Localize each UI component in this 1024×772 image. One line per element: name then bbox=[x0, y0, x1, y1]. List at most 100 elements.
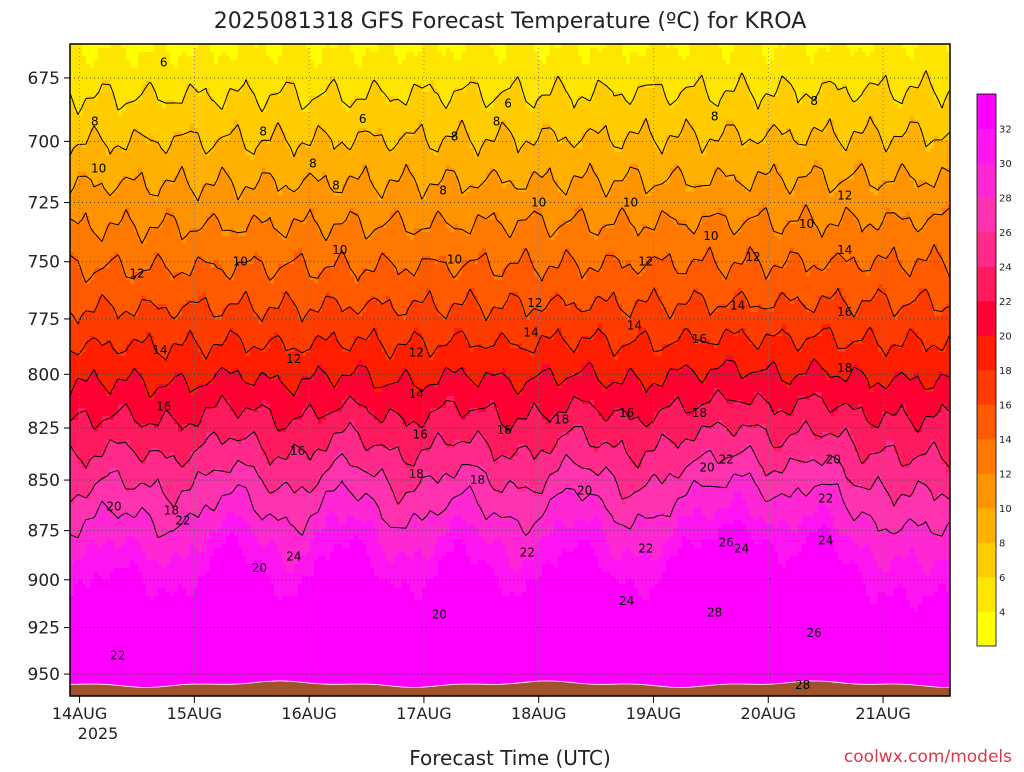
contour-label-12: 12 bbox=[745, 250, 760, 264]
colorbar-swatch bbox=[977, 267, 996, 302]
contour-label-22: 22 bbox=[175, 514, 190, 528]
colorbar-swatch bbox=[977, 94, 996, 129]
contour-label-14: 14 bbox=[730, 298, 745, 312]
colorbar-tick-label: 16 bbox=[999, 401, 1012, 412]
colorbar-swatch bbox=[977, 612, 996, 647]
colorbar-swatch bbox=[977, 474, 996, 509]
y-tick-label: 875 bbox=[28, 522, 60, 542]
colorbar-swatch bbox=[977, 336, 996, 371]
contour-label-12: 12 bbox=[129, 266, 144, 280]
contour-label-20: 20 bbox=[252, 561, 267, 575]
contour-label-8: 8 bbox=[332, 179, 340, 193]
contour-label-12: 12 bbox=[527, 296, 542, 310]
contour-label-8: 8 bbox=[309, 157, 317, 171]
contour-label-20: 20 bbox=[826, 452, 841, 466]
contour-label-16: 16 bbox=[837, 305, 852, 319]
contour-label-6: 6 bbox=[359, 112, 367, 126]
contour-label-24: 24 bbox=[286, 549, 301, 563]
y-tick-label: 800 bbox=[28, 365, 60, 385]
x-tick-label: 15AUG bbox=[167, 704, 222, 723]
colorbar-tick-label: 8 bbox=[999, 539, 1005, 550]
contour-label-10: 10 bbox=[703, 229, 718, 243]
contour-label-24: 24 bbox=[818, 534, 833, 548]
y-tick-label: 950 bbox=[28, 665, 60, 685]
contour-label-16: 16 bbox=[619, 406, 634, 420]
contour-label-6: 6 bbox=[504, 97, 512, 111]
colorbar-tick-label: 28 bbox=[999, 194, 1012, 205]
contour-label-10: 10 bbox=[799, 217, 814, 231]
contour-label-22: 22 bbox=[818, 491, 833, 505]
contour-label-8: 8 bbox=[493, 114, 501, 128]
contour-label-16: 16 bbox=[497, 423, 512, 437]
contour-label-8: 8 bbox=[810, 94, 818, 108]
contour-label-8: 8 bbox=[711, 109, 719, 123]
x-tick-label: 21AUG bbox=[855, 704, 910, 723]
chart-title: 2025081318 GFS Forecast Temperature (ºC)… bbox=[214, 9, 807, 34]
contour-label-22: 22 bbox=[520, 545, 535, 559]
y-tick-label: 700 bbox=[28, 132, 60, 152]
contour-label-26: 26 bbox=[719, 536, 734, 550]
contour-label-20: 20 bbox=[432, 607, 447, 621]
y-tick-label: 900 bbox=[28, 571, 60, 591]
colorbar-tick-label: 18 bbox=[999, 366, 1012, 377]
contour-label-20: 20 bbox=[106, 500, 121, 514]
contour-label-14: 14 bbox=[152, 343, 167, 357]
colorbar-tick-label: 22 bbox=[999, 297, 1012, 308]
contour-label-28: 28 bbox=[707, 605, 722, 619]
temperature-fill-layers bbox=[70, 44, 950, 696]
contour-label-8: 8 bbox=[439, 184, 447, 198]
colorbar-tick-label: 12 bbox=[999, 470, 1012, 481]
colorbar-tick-label: 26 bbox=[999, 228, 1012, 239]
contour-label-20: 20 bbox=[699, 461, 714, 475]
x-axis-title: Forecast Time (UTC) bbox=[409, 746, 611, 768]
contour-label-14: 14 bbox=[409, 387, 424, 401]
x-tick-label: 16AUG bbox=[281, 704, 336, 723]
contour-label-24: 24 bbox=[619, 594, 634, 608]
contour-label-18: 18 bbox=[470, 473, 485, 487]
contour-label-8: 8 bbox=[259, 124, 267, 138]
contour-label-8: 8 bbox=[451, 129, 459, 143]
colorbar-tick-label: 30 bbox=[999, 159, 1012, 170]
contour-label-22: 22 bbox=[638, 541, 653, 555]
contour-label-24: 24 bbox=[734, 541, 749, 555]
contour-label-14: 14 bbox=[627, 319, 642, 333]
colorbar-tick-label: 14 bbox=[999, 435, 1012, 446]
y-tick-label: 725 bbox=[28, 194, 60, 214]
x-tick-label: 18AUG bbox=[511, 704, 566, 723]
colorbar-tick-label: 10 bbox=[999, 504, 1012, 515]
colorbar-tick-label: 6 bbox=[999, 573, 1005, 584]
colorbar-tick-label: 24 bbox=[999, 263, 1012, 274]
colorbar-swatch bbox=[977, 163, 996, 198]
x-tick-label: 19AUG bbox=[626, 704, 681, 723]
colorbar-tick-label: 20 bbox=[999, 332, 1012, 343]
contour-label-12: 12 bbox=[837, 188, 852, 202]
contour-label-14: 14 bbox=[523, 325, 538, 339]
contour-label-10: 10 bbox=[447, 252, 462, 266]
colorbar-swatch bbox=[977, 577, 996, 612]
colorbar-swatch bbox=[977, 232, 996, 267]
contour-label-12: 12 bbox=[286, 352, 301, 366]
y-tick-label: 775 bbox=[28, 310, 60, 330]
contour-label-16: 16 bbox=[156, 400, 171, 414]
contour-label-10: 10 bbox=[531, 196, 546, 210]
contour-label-6: 6 bbox=[160, 55, 168, 69]
colorbar-swatch bbox=[977, 508, 996, 543]
contour-label-14: 14 bbox=[837, 243, 852, 257]
colorbar-swatch bbox=[977, 301, 996, 336]
credit-label[interactable]: coolwx.com/models bbox=[844, 747, 1012, 767]
contour-label-16: 16 bbox=[692, 332, 707, 346]
y-tick-label: 750 bbox=[28, 253, 60, 273]
colorbar-swatch bbox=[977, 543, 996, 578]
colorbar-swatch bbox=[977, 405, 996, 440]
contour-label-10: 10 bbox=[332, 243, 347, 257]
colorbar-swatch bbox=[977, 439, 996, 474]
y-tick-label: 850 bbox=[28, 471, 60, 491]
y-tick-label: 925 bbox=[28, 619, 60, 639]
y-tick-label: 825 bbox=[28, 419, 60, 439]
contour-label-20: 20 bbox=[577, 483, 592, 497]
